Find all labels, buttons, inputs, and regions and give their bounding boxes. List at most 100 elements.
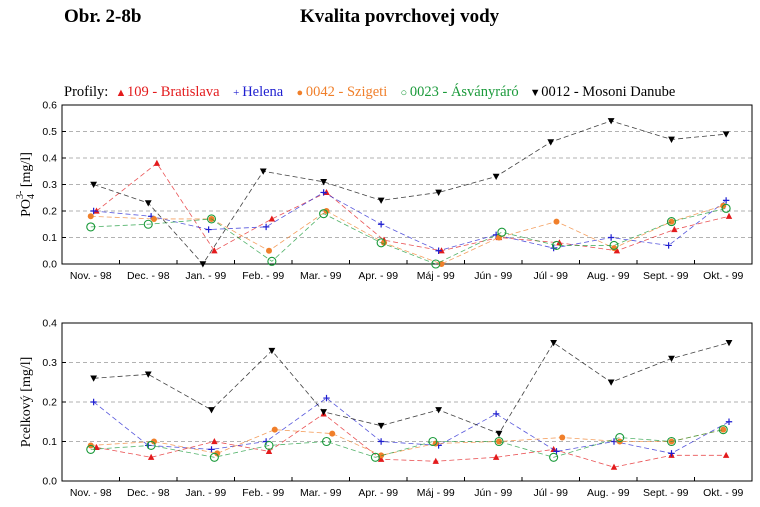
series-line [90,207,727,265]
data-point [613,247,621,254]
y-tick-label: 0.4 [42,318,57,330]
figure-label: Obr. 2-8b [64,6,142,27]
data-point [144,371,152,378]
y-tick-label: 0.2 [42,397,57,409]
chart-total-phosphorus: 0.0 0.1 0.2 0.3 0.4 Nov. - 98 Dec. - 98 Jan. - … [19,318,753,499]
triangle-up-icon: ▲ [115,87,127,99]
data-point [90,398,97,406]
data-point [146,440,156,451]
y-tick-label: 0.0 [42,476,57,488]
data-point [86,444,96,454]
data-point [86,222,96,232]
data-point [725,339,733,347]
open-circle-icon: ○ [400,87,408,99]
data-point [377,197,385,204]
data-point [609,240,619,250]
data-point [329,430,336,437]
data-point [550,339,558,347]
y-axis-label: Pcelkový [mg/l] [19,357,34,448]
data-point [90,181,98,188]
data-point [550,445,557,452]
x-tick-label: Aug. - 99 [587,487,630,499]
data-point [381,239,387,246]
series-line [93,191,727,252]
data-point [211,438,218,445]
y-tick-label: 0.5 [42,126,57,138]
data-point [497,227,507,237]
data-point [264,440,274,451]
data-point [151,438,157,445]
data-point [211,247,218,254]
data-point [547,139,555,146]
series-4 [86,203,731,269]
data-point [607,379,615,386]
y-tick-label: 0.6 [42,100,57,112]
data-point [267,256,277,266]
series-1 [93,410,730,470]
data-point [725,212,733,219]
data-point [268,215,276,222]
series-3 [87,426,727,459]
data-point [435,407,443,414]
x-tick-label: Mar. - 99 [300,270,342,282]
series-2 [90,394,733,457]
x-tick-label: Aug. - 99 [587,270,630,282]
data-point [435,247,442,254]
data-point [549,452,559,462]
data-point [268,347,276,355]
data-point [428,436,438,447]
data-point [671,226,678,233]
data-point [151,215,157,222]
legend-item-asvanyraro: ○ 0023 - Ásványráró [398,84,519,100]
series-3 [87,202,727,267]
plus-icon: + [233,87,240,99]
legend-item-mosoni: ▼0012 - Mosoni Danube [529,84,676,100]
data-point [607,234,615,241]
data-point [144,200,152,207]
x-tick-label: Dec. - 98 [127,487,170,499]
series-line [93,397,730,454]
data-point [492,173,500,181]
legend: Profily: ▲109 - Bratislava + Helena ● 0042… [64,84,682,101]
x-tick-label: Jan. - 99 [185,270,226,282]
data-point [206,214,217,224]
data-point [435,189,443,196]
x-tick-label: Máj - 99 [417,270,455,282]
data-point [725,418,733,425]
series-line [90,205,724,265]
data-point [265,447,273,454]
filled-circle-icon: ● [296,87,304,99]
series-4 [86,425,728,462]
series-line [90,429,724,458]
series-line [90,429,724,456]
x-tick-label: Sept. - 99 [643,270,689,282]
legend-text-mosoni: 0012 - Mosoni Danube [541,84,676,100]
data-point [551,240,562,250]
data-point [266,247,272,254]
x-tick-label: Nov. - 98 [70,270,112,282]
series-5 [90,118,730,268]
data-point [147,453,155,460]
data-point [262,223,270,231]
data-point [320,409,328,416]
data-point [553,448,560,455]
x-tick-label: Jún - 99 [474,487,512,499]
data-point [607,118,615,125]
data-point [320,189,327,196]
data-point [214,450,221,457]
x-tick-label: Dec. - 98 [127,270,170,282]
x-tick-label: Júl - 99 [534,487,569,499]
y-tick-label: 0.1 [42,436,57,448]
data-point [431,259,441,269]
data-point [610,463,618,470]
x-tick-label: Apr. - 99 [358,487,398,499]
page-title: Kvalita povrchovej vody [300,6,500,27]
legend-item-szigeti: ● 0042 - Szigeti [294,84,388,100]
data-point [259,168,267,175]
series-2 [90,189,730,254]
y-axis-label: PO43- [mg/l] [15,152,37,217]
data-point [90,207,97,215]
triangle-down-icon: ▼ [529,87,541,99]
legend-item-helena: + Helena [230,84,283,100]
data-point [209,452,219,462]
